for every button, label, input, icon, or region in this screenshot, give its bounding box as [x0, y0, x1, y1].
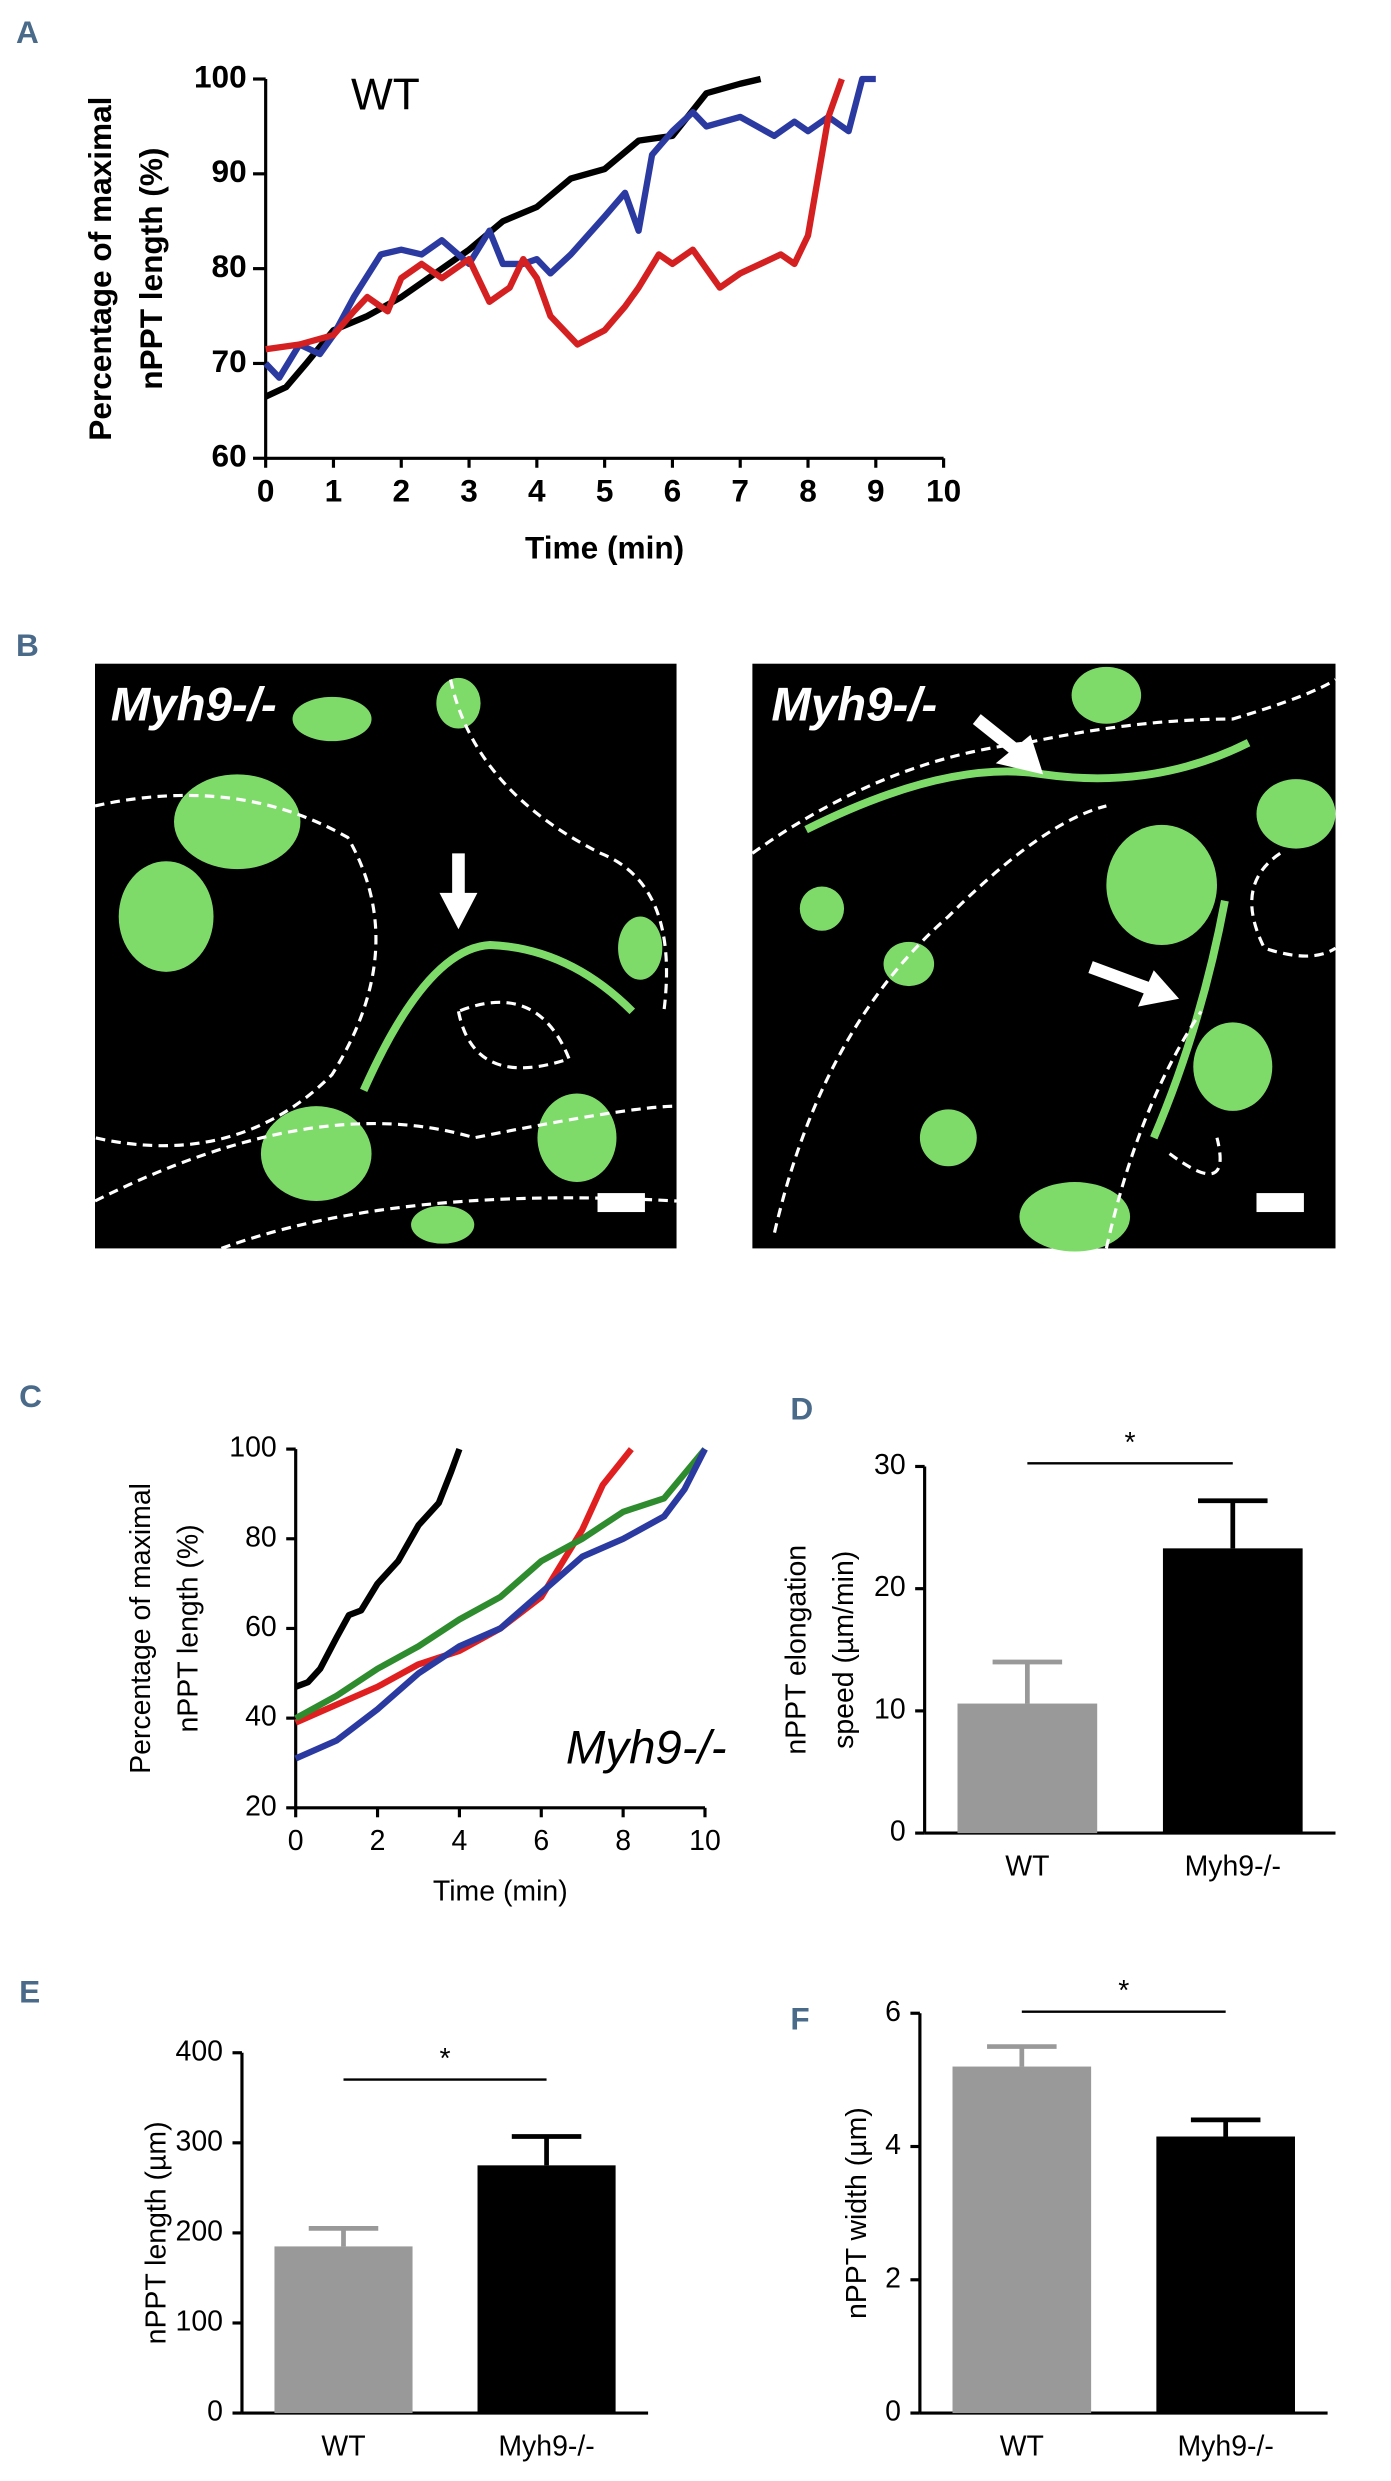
x-tick-label: 9 — [867, 472, 885, 508]
image-label: Myh9-/- — [111, 678, 277, 731]
y-tick-label: 20 — [874, 1571, 906, 1603]
y-tick-label: 80 — [245, 1521, 277, 1553]
line — [264, 75, 762, 400]
y-axis-label: nPPT width (µm) — [841, 2107, 873, 2319]
image-label: Myh9-/- — [771, 678, 937, 731]
y-tick-label: 100 — [229, 1432, 276, 1464]
y-axis-label: nPPT length (%) — [133, 148, 169, 390]
line — [294, 1447, 708, 1762]
y-axis-label: nPPT elongation — [781, 1545, 813, 1755]
y-tick-label: 80 — [212, 248, 247, 284]
x-tick-label: Myh9-/- — [1185, 1850, 1281, 1882]
x-tick-label: 8 — [799, 472, 817, 508]
y-axis-label: Percentage of maximal — [125, 1483, 157, 1774]
x-tick-label: 7 — [731, 472, 749, 508]
y-axis-label: nPPT length (µm) — [141, 2121, 173, 2344]
annotation: * — [439, 2043, 450, 2075]
y-tick-label: 400 — [176, 2035, 223, 2067]
y-axis-label: speed (µm/min) — [828, 1551, 860, 1749]
y-tick-label: 100 — [194, 58, 247, 94]
y-tick-label: 2 — [885, 2262, 901, 2294]
y-tick-label: 300 — [176, 2125, 223, 2157]
y-tick-label: 6 — [885, 1996, 901, 2028]
y-tick-label: 0 — [885, 2396, 901, 2428]
y-tick-label: 0 — [890, 1816, 906, 1848]
x-tick-label: Myh9-/- — [498, 2430, 594, 2462]
bar — [957, 1703, 1098, 1834]
y-tick-label: 4 — [885, 2129, 901, 2161]
x-tick-label: WT — [321, 2430, 365, 2462]
x-tick-label: 10 — [926, 472, 961, 508]
y-tick-label: 100 — [176, 2305, 223, 2337]
x-tick-label: 8 — [615, 1825, 631, 1857]
x-tick-label: 1 — [325, 472, 343, 508]
line — [294, 1447, 708, 1721]
line — [263, 75, 876, 381]
x-axis-label: Time (min) — [525, 529, 684, 565]
line — [294, 1447, 634, 1726]
line — [294, 1448, 463, 1690]
x-tick-label: 2 — [370, 1825, 386, 1857]
x-tick-label: 6 — [664, 472, 682, 508]
y-axis-label: nPPT length (%) — [172, 1524, 204, 1732]
y-tick-label: 10 — [874, 1693, 906, 1725]
x-tick-label: 10 — [689, 1825, 721, 1857]
x-tick-label: WT — [1005, 1850, 1049, 1882]
line — [265, 77, 845, 353]
panel-label: E — [19, 1974, 40, 2010]
x-tick-label: 6 — [533, 1825, 549, 1857]
y-tick-label: 60 — [245, 1611, 277, 1643]
bar — [477, 2165, 616, 2414]
x-tick-label: 2 — [392, 472, 410, 508]
micrograph — [752, 663, 1336, 1249]
annotation: Myh9-/- — [566, 1721, 727, 1774]
x-tick-label: 4 — [528, 472, 546, 508]
y-tick-label: 60 — [212, 438, 247, 474]
micrograph-content — [751, 666, 1337, 1252]
panel-b: B Myh9-/- — [16, 627, 1337, 1252]
panel-label: B — [16, 627, 39, 663]
bar — [1156, 2136, 1295, 2414]
y-tick-label: 90 — [212, 153, 247, 189]
y-axis-label: Percentage of maximal — [82, 97, 118, 441]
bar — [274, 2246, 413, 2414]
annotation: * — [1125, 1427, 1136, 1459]
bar — [952, 2066, 1092, 2414]
annotation: WT — [351, 71, 420, 120]
panel-label: C — [19, 1378, 42, 1414]
x-tick-label: WT — [1000, 2430, 1044, 2462]
x-tick-label: 4 — [451, 1825, 467, 1857]
y-tick-label: 20 — [245, 1790, 277, 1822]
y-tick-label: 70 — [212, 343, 247, 379]
bar — [1162, 1548, 1303, 1834]
y-tick-label: 40 — [245, 1701, 277, 1733]
panel-label: A — [16, 14, 39, 50]
panel-label: F — [790, 2000, 809, 2036]
annotation: * — [1118, 1975, 1129, 2007]
y-tick-label: 200 — [176, 2215, 223, 2247]
x-tick-label: 5 — [596, 472, 614, 508]
x-tick-label: 3 — [460, 472, 478, 508]
panel-label: D — [790, 1391, 813, 1427]
x-tick-label: 0 — [257, 472, 275, 508]
x-tick-label: Myh9-/- — [1177, 2430, 1273, 2462]
x-tick-label: 0 — [288, 1825, 304, 1857]
micrograph-content — [94, 677, 677, 1250]
x-axis-label: Time (min) — [433, 1876, 568, 1908]
y-tick-label: 0 — [207, 2396, 223, 2428]
y-tick-label: 30 — [874, 1449, 906, 1481]
